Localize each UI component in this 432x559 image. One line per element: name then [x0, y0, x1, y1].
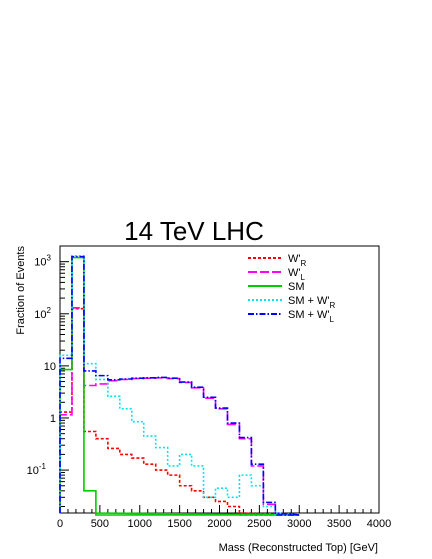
legend-label-smwl: SM + W'L — [288, 309, 335, 324]
x-tick-label: 4000 — [367, 518, 391, 530]
series-smwl-line — [59, 255, 300, 516]
legend: W'RW'LSM SM + W'RSM + W'L — [248, 253, 336, 324]
x-tick-label: 1000 — [128, 518, 152, 530]
chart-title: 14 TeV LHC — [124, 216, 264, 246]
y-tick-label: 10-1 — [27, 462, 47, 477]
y-tick-label: 102 — [34, 306, 51, 321]
x-tick-label: 3000 — [287, 518, 311, 530]
legend-label-wr: W'R — [288, 253, 306, 268]
x-tick-label: 1500 — [167, 518, 191, 530]
y-tick-label: 103 — [34, 254, 51, 269]
x-axis: 0 500 1000 1500 2000 2500 3000 3500 4000 — [57, 505, 391, 530]
x-tick-label: 2500 — [247, 518, 271, 530]
series-wr-line — [59, 307, 300, 516]
x-tick-label: 0 — [57, 518, 63, 530]
y-tick-label: 1 — [50, 413, 56, 425]
x-axis-label: Mass (Reconstructed Top) [GeV] — [219, 542, 378, 554]
y-axis: 10-1 1 10 102 103 — [27, 245, 69, 507]
y-axis-label: Fraction of Events — [15, 246, 27, 335]
legend-label-wl: W'L — [288, 267, 305, 282]
x-tick-label: 2000 — [207, 518, 231, 530]
x-tick-label: 3500 — [327, 518, 351, 530]
series-smwr-line — [59, 254, 300, 516]
series-layer — [59, 254, 300, 516]
legend-label-sm: SM — [288, 281, 305, 293]
legend-label-smwr: SM + W'R — [288, 295, 336, 310]
y-tick-label: 10 — [44, 361, 56, 373]
x-tick-label: 500 — [91, 518, 109, 530]
